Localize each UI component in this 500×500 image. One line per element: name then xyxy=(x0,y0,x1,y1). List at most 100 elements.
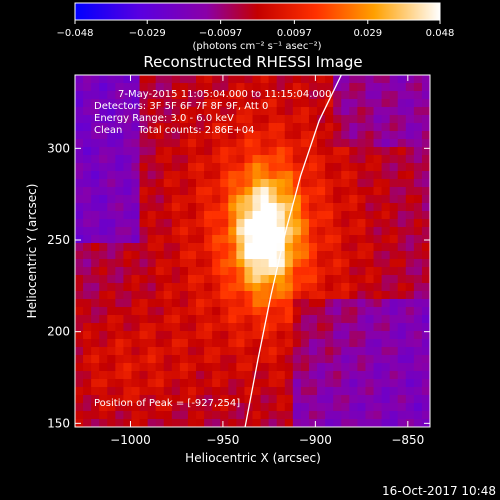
heatmap-cell xyxy=(179,283,189,292)
heatmap-cell xyxy=(236,211,246,220)
heatmap-cell xyxy=(365,99,375,108)
heatmap-cell xyxy=(252,299,262,308)
heatmap-cell xyxy=(292,299,302,308)
heatmap-cell xyxy=(244,339,254,348)
heatmap-cell xyxy=(187,291,197,300)
heatmap-cell xyxy=(244,99,254,108)
heatmap-cell xyxy=(389,75,399,84)
heatmap-cell xyxy=(333,323,342,332)
heatmap-cell xyxy=(236,283,246,292)
heatmap-cell xyxy=(220,339,229,348)
heatmap-cell xyxy=(421,179,430,188)
heatmap-cell xyxy=(236,339,246,348)
heatmap-cell xyxy=(397,339,407,348)
heatmap-cell xyxy=(357,227,367,236)
heatmap-cell xyxy=(220,363,229,372)
heatmap-cell xyxy=(107,115,116,124)
heatmap-cell xyxy=(107,283,116,292)
heatmap-cell xyxy=(325,187,334,196)
heatmap-cell xyxy=(244,379,254,388)
heatmap-cell xyxy=(163,259,173,268)
heatmap-cell xyxy=(179,323,189,332)
heatmap-cell xyxy=(99,155,108,164)
heatmap-cell xyxy=(196,243,205,252)
heatmap-cell xyxy=(171,251,181,260)
heatmap-cell xyxy=(171,211,181,220)
heatmap-cell xyxy=(341,163,350,172)
heatmap-cell xyxy=(147,243,157,252)
heatmap-cell xyxy=(212,203,221,212)
heatmap-cell xyxy=(252,195,262,204)
heatmap-cell xyxy=(333,363,342,372)
heatmap-cell xyxy=(139,235,149,244)
heatmap-cell xyxy=(276,171,286,180)
heatmap-cell xyxy=(357,331,367,340)
heatmap-cell xyxy=(139,347,149,356)
heatmap-cell xyxy=(252,355,262,364)
heatmap-cell xyxy=(292,179,302,188)
heatmap-cell xyxy=(204,243,213,252)
heatmap-cell xyxy=(83,131,92,140)
heatmap-cell xyxy=(405,411,415,420)
heatmap-cell xyxy=(147,187,157,196)
heatmap-cell xyxy=(373,187,383,196)
heatmap-cell xyxy=(292,347,302,356)
heatmap-cell xyxy=(139,107,149,116)
heatmap-cell xyxy=(389,243,399,252)
heatmap-cell xyxy=(220,395,229,404)
heatmap-cell xyxy=(413,251,423,260)
heatmap-cell xyxy=(260,283,270,292)
heatmap-cell xyxy=(228,203,237,212)
heatmap-cell xyxy=(196,323,205,332)
heatmap-cell xyxy=(131,75,141,84)
heatmap-cell xyxy=(292,91,302,100)
heatmap-cell xyxy=(220,331,229,340)
heatmap-cell xyxy=(83,307,92,316)
heatmap-cell xyxy=(187,347,197,356)
heatmap-cell xyxy=(123,331,133,340)
heatmap-cell xyxy=(405,147,415,156)
heatmap-cell xyxy=(244,179,254,188)
heatmap-cell xyxy=(131,355,141,364)
heatmap-cell xyxy=(300,419,310,427)
heatmap-cell xyxy=(107,419,116,427)
heatmap-cell xyxy=(341,283,350,292)
heatmap-cell xyxy=(341,419,350,427)
heatmap-cell xyxy=(365,171,375,180)
heatmap-cell xyxy=(284,99,294,108)
heatmap-cell xyxy=(196,419,205,427)
heatmap-cell xyxy=(349,387,358,396)
heatmap-cell xyxy=(107,139,116,148)
heatmap-cell xyxy=(373,195,383,204)
heatmap-cell xyxy=(413,219,423,228)
heatmap-cell xyxy=(155,283,165,292)
heatmap-cell xyxy=(421,339,430,348)
heatmap-cell xyxy=(389,227,399,236)
heatmap-cell xyxy=(204,299,213,308)
heatmap-cell xyxy=(228,403,237,412)
heatmap-cell xyxy=(333,115,342,124)
heatmap-cell xyxy=(196,347,205,356)
heatmap-cell xyxy=(405,307,415,316)
heatmap-cell xyxy=(228,331,237,340)
heatmap-cell xyxy=(91,371,100,380)
heatmap-cell xyxy=(75,75,84,84)
heatmap-cell xyxy=(341,227,350,236)
heatmap-cell xyxy=(413,211,423,220)
heatmap-cell xyxy=(357,267,367,276)
heatmap-cell xyxy=(300,339,310,348)
heatmap-cell xyxy=(260,235,270,244)
heatmap-cell xyxy=(83,355,92,364)
heatmap-cell xyxy=(204,235,213,244)
heatmap-cell xyxy=(397,259,407,268)
heatmap-cell xyxy=(179,99,189,108)
heatmap-cell xyxy=(357,299,367,308)
heatmap-cell xyxy=(252,131,262,140)
heatmap-cell xyxy=(212,339,221,348)
heatmap-cell xyxy=(196,107,205,116)
heatmap-cell xyxy=(91,131,100,140)
heatmap-cell xyxy=(75,227,84,236)
heatmap-cell xyxy=(123,211,133,220)
heatmap-cell xyxy=(381,339,391,348)
heatmap-cell xyxy=(308,371,318,380)
